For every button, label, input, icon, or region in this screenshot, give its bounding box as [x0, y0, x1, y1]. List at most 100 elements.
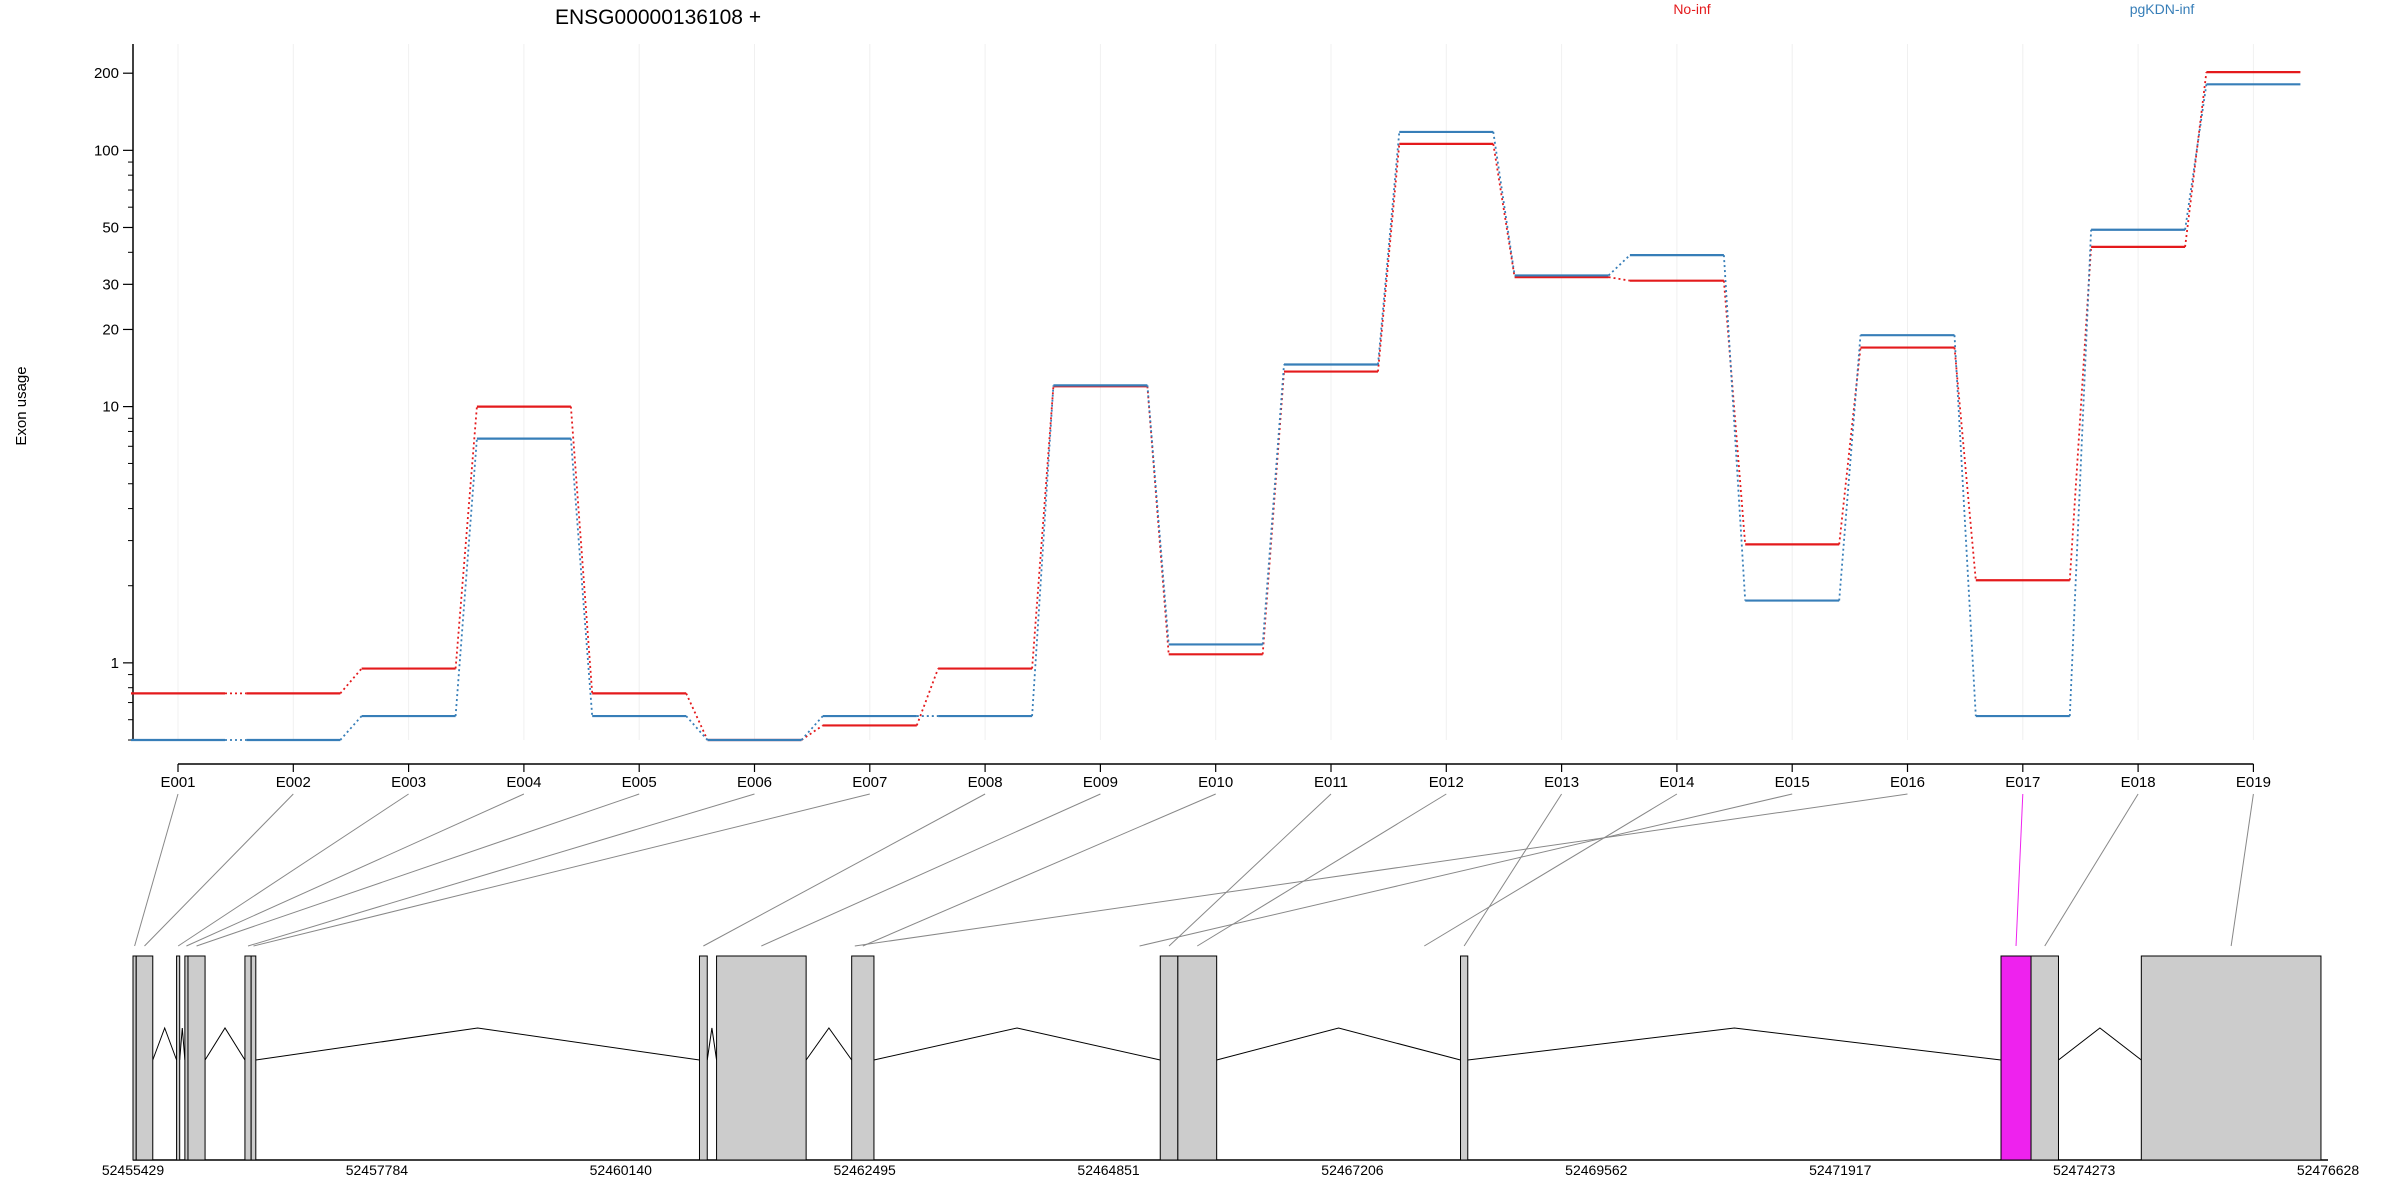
y-tick-label: 20 [102, 321, 119, 338]
intron-line [152, 1026, 178, 1061]
x-tick-label-e002: E002 [276, 774, 311, 791]
genomic-coordinate-label: 52467206 [1321, 1162, 1384, 1178]
genomic-coordinate-label: 52464851 [1077, 1162, 1140, 1178]
y-tick-label: 50 [102, 219, 119, 236]
exon-connector-e016 [854, 793, 1908, 947]
genomic-coordinate-label: 52474273 [2053, 1162, 2116, 1178]
genomic-coordinate-label: 52457784 [346, 1162, 409, 1178]
series-pgkdn-inf-connector [570, 438, 594, 717]
y-tick-label: 200 [94, 65, 119, 82]
series-no-inf-connector [454, 406, 478, 669]
exon-connector-e011 [1168, 793, 1332, 947]
series-no-inf-connector [800, 724, 824, 741]
exon-block-e018 [2030, 955, 2059, 1161]
intron-line [873, 1027, 1161, 1061]
series-pgkdn-inf-connector [1031, 385, 1055, 717]
series-no-inf-connector [685, 693, 709, 741]
exon-block-e011 [1159, 955, 1179, 1161]
genomic-coordinate-label: 52460140 [590, 1162, 653, 1178]
exon-block-e019 [2140, 955, 2322, 1161]
series-pgkdn-inf-connector [1261, 364, 1285, 645]
exon-connector-e005 [196, 793, 640, 947]
exon-block-e017 [2000, 955, 2032, 1161]
x-tick-label-e007: E007 [852, 774, 887, 791]
exon-connector-e002 [144, 793, 294, 947]
intron-line [706, 1027, 718, 1061]
y-tick-label: 1 [111, 655, 119, 672]
y-tick-label: 30 [102, 276, 119, 293]
exon-block-e007 [250, 955, 257, 1161]
x-tick-label-e003: E003 [391, 774, 426, 791]
series-pgkdn-inf-connector [1953, 335, 1977, 717]
x-tick-label-e010: E010 [1198, 774, 1233, 791]
genomic-coordinate-label: 52462495 [834, 1162, 897, 1178]
series-pgkdn-inf-connector [685, 715, 709, 741]
exon-connector-e010 [862, 793, 1216, 947]
intron-line [1216, 1027, 1461, 1061]
exon-block-e013 [1460, 955, 1469, 1161]
intron-line [805, 1027, 853, 1061]
series-pgkdn-inf [131, 83, 2301, 742]
exon-block-e006 [244, 955, 252, 1161]
exon-connector-e007 [253, 793, 870, 947]
y-tick-label: 10 [102, 399, 119, 416]
exon-connector-e017 [2015, 793, 2024, 947]
x-tick-label-e013: E013 [1544, 774, 1579, 791]
series-no-inf-connector [915, 668, 939, 726]
series-no-inf-connector [1608, 276, 1631, 282]
exon-connector-e009 [761, 793, 1101, 947]
y-axis-label: Exon usage [13, 366, 30, 445]
series-pgkdn-inf-connector [800, 715, 824, 741]
x-tick-label-e009: E009 [1083, 774, 1118, 791]
series-no-inf-connector [1953, 347, 1977, 581]
exon-connector-e003 [177, 793, 409, 947]
genomic-coordinate-label: 52469562 [1565, 1162, 1628, 1178]
exon-connector-e019 [2230, 793, 2254, 947]
x-tick-label-e019: E019 [2236, 774, 2271, 791]
series-pgkdn-inf-connector [1146, 385, 1170, 645]
exon-connector-e008 [703, 793, 986, 947]
x-tick-label-e008: E008 [968, 774, 1003, 791]
series-pgkdn-inf-connector [2068, 229, 2092, 717]
exon-block-e003 [176, 955, 181, 1161]
exon-connector-e014 [1424, 793, 1678, 947]
exon-connector-e004 [186, 793, 525, 947]
series-no-inf-connector [1031, 386, 1055, 669]
exon-connector-e012 [1197, 793, 1447, 947]
exon-connector-e018 [2044, 793, 2139, 947]
exon-connector-e006 [247, 793, 755, 947]
series-pgkdn-inf-connector [1377, 131, 1401, 365]
series-no-inf-connector [339, 667, 363, 694]
x-tick-label-e005: E005 [622, 774, 657, 791]
x-tick-label-e015: E015 [1775, 774, 1810, 791]
exon-block-e005 [187, 955, 206, 1161]
intron-line [204, 1027, 246, 1061]
axes-layer: 200 100 50 30 20 10 1 E001 E002 E003 E004 E005 E006 E… [94, 44, 2271, 791]
exon-block-e009 [716, 955, 807, 1161]
intron-line [179, 1027, 186, 1061]
series-pgkdn-inf-connector [339, 715, 363, 741]
genomic-coordinate-label: 52471917 [1809, 1162, 1872, 1178]
gene-model: 52455429 52457784 52460140 52462495 52464851… [102, 955, 2359, 1178]
x-tick-label-e017: E017 [2005, 774, 2040, 791]
exon-connector-e001 [134, 793, 179, 947]
genomic-coordinate-label: 52455429 [102, 1162, 165, 1178]
series-pgkdn-inf-connector [1607, 254, 1631, 277]
x-tick-label-e018: E018 [2121, 774, 2156, 791]
intron-line [2058, 1027, 2142, 1061]
x-tick-label-e014: E014 [1659, 774, 1694, 791]
series-layer [131, 70, 2301, 742]
series-pgkdn-inf-connector [1723, 255, 1747, 601]
connector-layer [134, 793, 2254, 947]
y-tick-label: 100 [94, 142, 119, 159]
series-pgkdn-inf-connector [1838, 335, 1862, 601]
intron-line [1467, 1027, 2002, 1061]
exon-connector-e015 [1139, 793, 1793, 947]
exon-block-e008 [698, 955, 708, 1161]
exon-connector-e013 [1463, 793, 1563, 947]
exon-block-e002 [135, 955, 154, 1161]
legend-entry-no-inf: No-inf [1673, 1, 1710, 17]
series-no-inf-connector [1838, 347, 1862, 545]
x-tick-label-e004: E004 [506, 774, 541, 791]
